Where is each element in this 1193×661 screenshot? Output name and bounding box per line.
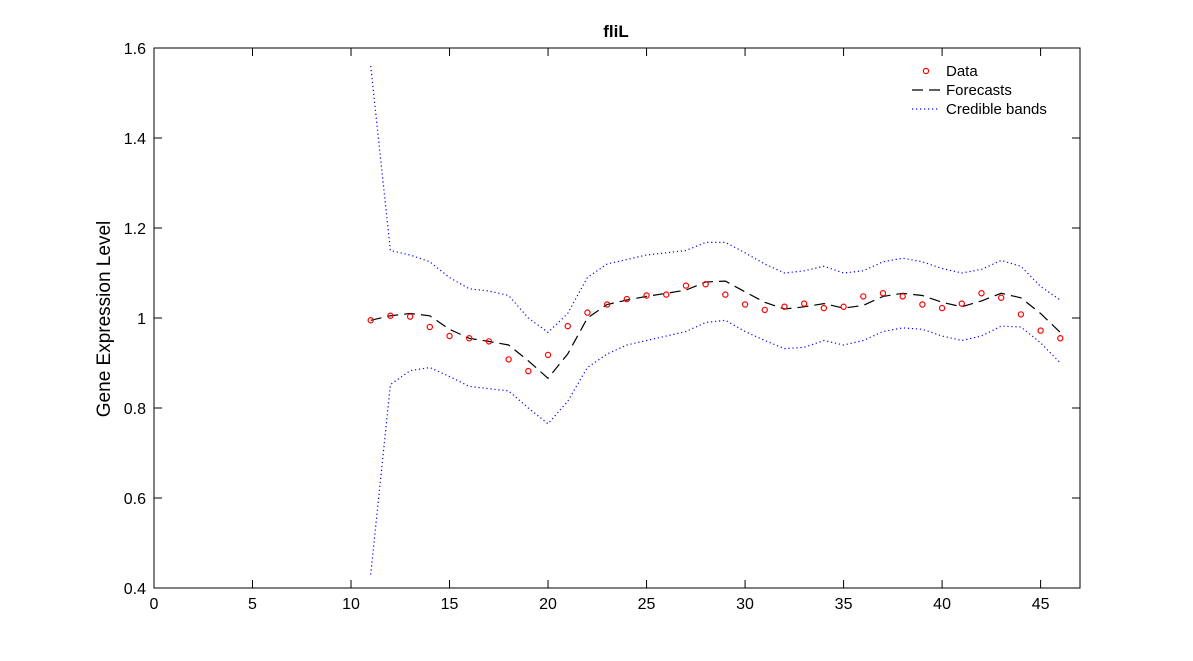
x-tick-label: 45: [1032, 596, 1050, 613]
data-point: [702, 281, 709, 288]
data-point: [741, 301, 749, 308]
data-point: [761, 306, 768, 314]
data-point: [1017, 311, 1025, 318]
data-point: [781, 303, 788, 310]
x-tick-label: 10: [342, 596, 360, 613]
data-point: [1037, 327, 1044, 334]
data-point: [446, 332, 453, 340]
y-tick-label: 1.6: [124, 41, 146, 58]
x-tick-label: 5: [248, 596, 257, 613]
x-tick-label: 40: [933, 596, 951, 613]
chart-title: fliL: [603, 22, 629, 41]
legend-label-credible-bands: Credible bands: [946, 101, 1047, 118]
data-point: [584, 309, 591, 316]
x-tick-label: 15: [441, 596, 459, 613]
y-tick-label: 0.6: [124, 491, 146, 508]
series-line-credible-bands: [370, 65, 1061, 334]
data-point: [603, 301, 611, 308]
data-point: [800, 300, 808, 307]
data-point: [682, 282, 690, 289]
y-tick-label: 0.4: [124, 581, 146, 598]
data-point: [958, 300, 965, 307]
plot-area: 0 5 10 15 20 25 30 35 40 45 0.4 0.6 0.8 1 1.2 1.4 1.6: [124, 41, 1081, 613]
y-tick-label: 1.2: [124, 221, 146, 238]
legend-label-data: Data: [946, 63, 978, 80]
y-tick-label: 1: [137, 311, 146, 328]
series-line-band-3: [370, 319, 1061, 575]
legend-label-forecasts: Forecasts: [946, 82, 1012, 99]
data-point: [367, 317, 374, 324]
data-point: [899, 293, 906, 300]
y-tick-label: 1.4: [124, 131, 146, 148]
data-point: [978, 290, 985, 297]
data-point: [485, 338, 493, 345]
data-point: [466, 335, 473, 342]
data-point: [643, 292, 650, 299]
data-point: [544, 351, 552, 359]
x-tick-label: 25: [638, 596, 656, 613]
data-point: [663, 291, 670, 298]
data-point: [564, 322, 571, 330]
data-point: [623, 295, 631, 303]
x-tick-label: 30: [736, 596, 754, 613]
x-tick-label: 0: [150, 596, 159, 613]
series-line-forecasts: [370, 280, 1061, 380]
data-point: [387, 312, 394, 319]
y-tick-label: 0.8: [124, 401, 146, 418]
legend: Data Forecasts Credible bands: [912, 63, 1047, 118]
x-tick-label: 20: [539, 596, 557, 613]
data-point: [997, 294, 1005, 301]
data-point: [406, 313, 414, 320]
x-tick-label: 35: [835, 596, 853, 613]
data-point: [840, 303, 847, 310]
data-point: [879, 290, 887, 297]
data-point: [1057, 335, 1064, 342]
legend-marker-data: [922, 67, 930, 75]
data-point: [426, 323, 434, 331]
data-point: [820, 304, 828, 312]
data-point: [919, 301, 926, 308]
y-axis-label: Gene Expression Level: [94, 221, 115, 417]
data-point: [860, 293, 867, 300]
data-point: [525, 367, 532, 375]
data-point: [722, 291, 729, 298]
data-point: [505, 356, 512, 363]
data-point: [938, 304, 946, 312]
